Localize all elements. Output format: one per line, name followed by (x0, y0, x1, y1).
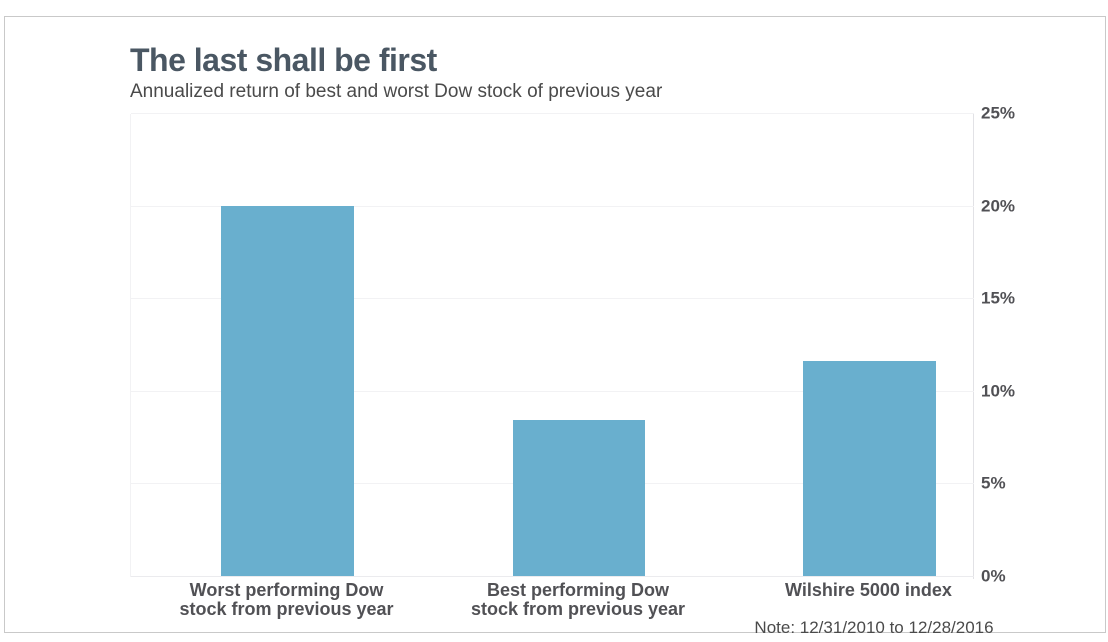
gridline-20% (131, 205, 974, 207)
gridline-10% (131, 390, 974, 392)
chart-title: The last shall be first (130, 42, 437, 78)
y-tick-label: 5% (981, 473, 1006, 493)
gridline-15% (131, 298, 974, 300)
bar-3 (803, 361, 936, 576)
x-axis-label-2: Best performing Dow stock from previous … (470, 580, 686, 619)
y-tick-label: 10% (981, 381, 1016, 401)
x-axis-label-1: Worst performing Dow stock from previous… (179, 580, 394, 619)
y-tick-label: 20% (981, 196, 1016, 216)
y-tick-label: 0% (981, 566, 1006, 586)
footnote: Note: 12/31/2010 to 12/28/2016 (754, 618, 994, 637)
x-axis-labels: Worst performing Dow stock from previous… (5, 17, 1105, 632)
y-tick-label: 15% (981, 288, 1016, 308)
gridline-0% (131, 576, 974, 577)
bar-1 (221, 205, 354, 576)
y-axis-line (973, 114, 974, 579)
chart-subtitle: Annualized return of best and worst Dow … (130, 81, 663, 102)
plot-area: 0% 5% 10% 15% 20% 25% (130, 104, 1015, 586)
y-tick-label: 25% (981, 103, 1016, 123)
bar-2 (513, 420, 645, 576)
chart-card: The last shall be first Annualized retur… (4, 16, 1106, 637)
x-axis-label-3: Wilshire 5000 index (785, 580, 952, 600)
gridline-25% (131, 113, 974, 114)
